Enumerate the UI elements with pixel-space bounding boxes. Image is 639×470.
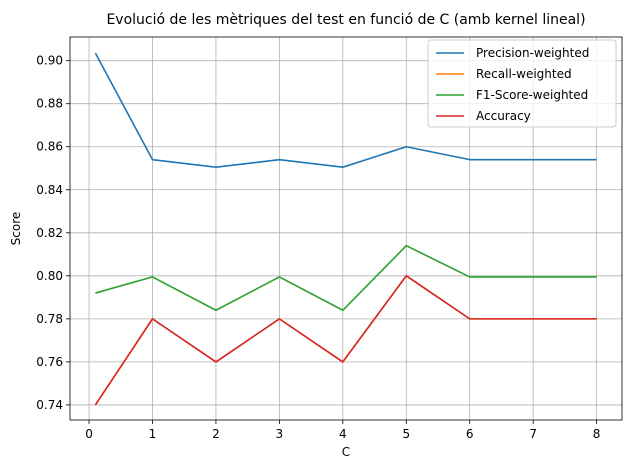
y-tick-label: 0.76 xyxy=(36,355,63,369)
chart-title: Evolució de les mètriques del test en fu… xyxy=(106,12,585,28)
y-axis: 0.74 0.76 0.78 0.80 0.82 0.84 0.86 0.88 0.90 xyxy=(36,54,70,412)
plot-area xyxy=(69,36,623,421)
x-axis: 0 1 2 3 4 5 6 7 8 xyxy=(85,420,600,441)
series-line-recall-weighted xyxy=(94,275,597,406)
y-tick-label: 0.80 xyxy=(36,269,63,283)
legend-box xyxy=(427,39,617,128)
x-tick-label: 3 xyxy=(276,427,284,441)
series-line-precision-weighted xyxy=(94,52,597,168)
x-tick-label: 8 xyxy=(593,427,601,441)
series-line-f1-score-weighted xyxy=(95,244,597,312)
x-axis-label: C xyxy=(342,445,350,459)
y-tick-label: 0.90 xyxy=(36,54,63,68)
series-line-accuracy xyxy=(94,275,597,406)
y-tick-label: 0.86 xyxy=(36,140,63,154)
y-tick-label: 0.74 xyxy=(36,398,63,412)
x-tick-label: 1 xyxy=(149,427,157,441)
legend-label: Precision-weighted xyxy=(476,46,589,60)
x-tick-label: 5 xyxy=(402,427,410,441)
y-tick-label: 0.82 xyxy=(36,226,63,240)
legend-label: Recall-weighted xyxy=(476,67,572,81)
legend-label: F1-Score-weighted xyxy=(476,88,588,102)
series-lines xyxy=(94,52,597,406)
y-tick-label: 0.78 xyxy=(36,312,63,326)
x-tick-label: 2 xyxy=(212,427,220,441)
x-tick-label: 0 xyxy=(85,427,93,441)
y-tick-label: 0.88 xyxy=(36,97,63,111)
legend-label: Accuracy xyxy=(476,109,531,123)
grid xyxy=(70,37,622,420)
y-axis-label: Score xyxy=(9,212,23,246)
x-tick-label: 6 xyxy=(466,427,474,441)
x-tick-label: 7 xyxy=(529,427,537,441)
legend: Precision-weighted Recall-weighted F1-Scor… xyxy=(427,39,617,128)
y-tick-label: 0.84 xyxy=(36,183,63,197)
x-tick-label: 4 xyxy=(339,427,347,441)
